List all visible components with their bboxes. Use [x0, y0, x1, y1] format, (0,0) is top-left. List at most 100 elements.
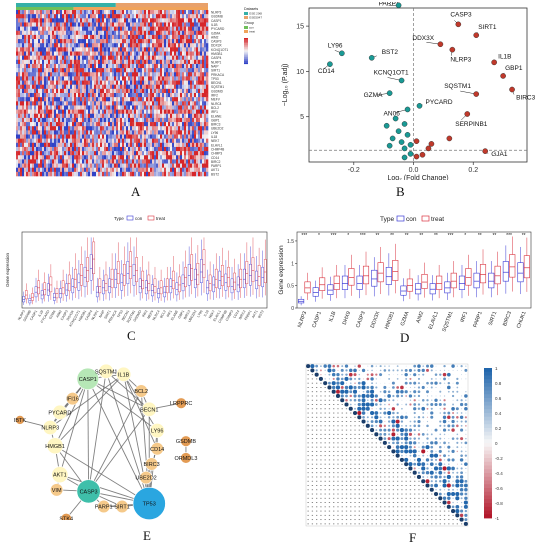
heatmap-cell: [48, 63, 51, 69]
correlation-circle: [367, 369, 369, 372]
correlation-circle: [404, 390, 408, 394]
correlation-value: [324, 404, 326, 405]
heatmap-cell: [62, 101, 65, 106]
heatmap-cell: [60, 80, 63, 85]
correlation-circle: [396, 378, 399, 380]
heatmap-cell: [202, 138, 205, 144]
heatmap-cell: [202, 113, 205, 119]
heatmap-cell: [160, 10, 163, 15]
heatmap-cell: [132, 63, 135, 69]
heatmap-cell: [36, 159, 39, 164]
heatmap-cell: [68, 146, 71, 152]
heatmap-cell: [134, 18, 137, 23]
heatmap-cell: [194, 155, 197, 160]
heatmap-cell: [72, 26, 75, 32]
heatmap-cell: [194, 101, 197, 106]
network-edge: [87, 378, 158, 431]
heatmap-cell: [94, 97, 97, 102]
x-tick-label: HMGB1: [78, 309, 88, 322]
heatmap-cell: [44, 159, 47, 164]
heatmap-cell: [94, 146, 97, 152]
legend-entry: con: [249, 26, 254, 30]
heatmap-cell: [42, 43, 45, 48]
box: [187, 264, 191, 286]
heatmap-cell: [70, 10, 73, 15]
heatmap-cell: [148, 26, 151, 32]
heatmap-cell: [162, 167, 165, 173]
heatmap-cell: [20, 105, 23, 110]
heatmap-cell: [170, 22, 173, 27]
heatmap-cell: [24, 97, 27, 102]
heatmap-cell: [44, 10, 47, 15]
box: [190, 254, 194, 281]
heatmap-cell: [60, 72, 63, 77]
heatmap-cell: [28, 163, 31, 168]
heatmap-cell: [92, 93, 95, 98]
heatmap-cell: [198, 159, 201, 164]
heatmap-cell: [166, 159, 169, 164]
correlation-circle: [417, 368, 421, 372]
box: [74, 268, 77, 289]
heatmap-cell: [184, 93, 187, 98]
heatmap-cell: [40, 171, 43, 177]
heatmap-cell: [24, 142, 27, 148]
heatmap-cell: [138, 88, 141, 94]
heatmap-cell: [96, 10, 99, 15]
heatmap-cell: [178, 39, 181, 44]
correlation-circle: [417, 377, 421, 380]
heatmap-cell: [20, 113, 23, 119]
heatmap-cell: [200, 68, 203, 73]
heatmap-cell: [112, 84, 115, 90]
heatmap-cell: [122, 93, 125, 98]
heatmap-cell: [60, 146, 63, 152]
heatmap-cell: [110, 113, 113, 119]
heatmap-cell: [128, 18, 131, 23]
heatmap-cell: [78, 109, 81, 115]
heatmap-cell: [80, 142, 83, 148]
heatmap-cell: [66, 138, 69, 144]
network-node: [139, 471, 153, 485]
heatmap-cell: [184, 39, 187, 44]
heatmap-cell: [112, 26, 115, 32]
heatmap-cell: [82, 59, 85, 65]
heatmap-cell: [34, 26, 37, 32]
heatmap-cell: [104, 138, 107, 144]
heatmap-cell: [162, 34, 165, 40]
correlation-value: [311, 378, 314, 380]
heatmap-cell: [62, 55, 65, 61]
heatmap-cell: [160, 43, 163, 48]
heatmap-cell: [194, 18, 197, 23]
heatmap-cell: [76, 63, 79, 69]
heatmap-cell: [40, 146, 43, 152]
heatmap-cell: [142, 26, 145, 32]
heatmap-cell: [16, 51, 19, 56]
heatmap-cell: [124, 138, 127, 144]
heatmap-cell: [182, 39, 185, 44]
heatmap-cell: [206, 155, 209, 160]
heatmap-cell: [158, 117, 161, 123]
heatmap-cell: [46, 93, 49, 98]
heatmap-cell: [170, 47, 173, 52]
heatmap-cell: [38, 155, 41, 160]
heatmap-cell: [50, 122, 53, 127]
heatmap-cell: [128, 101, 131, 106]
heatmap-cell: [156, 22, 159, 27]
heatmap-cell: [150, 105, 153, 110]
heatmap-cell: [204, 72, 207, 77]
heatmap-cell: [68, 105, 71, 110]
heatmap-cell: [160, 34, 163, 40]
heatmap-cell: [152, 163, 155, 168]
heatmap-cell: [194, 55, 197, 61]
box: [61, 280, 65, 295]
heatmap-cell: [72, 10, 75, 15]
heatmap-cell: [52, 59, 55, 65]
heatmap-cell: [142, 122, 145, 127]
heatmap-cell: [72, 142, 75, 148]
heatmap-cell: [20, 138, 23, 144]
heatmap-cell: [106, 142, 109, 148]
correlation-circle: [362, 390, 365, 393]
heatmap-cell: [62, 134, 65, 139]
heatmap-cell: [22, 10, 25, 15]
heatmap-cell: [86, 171, 89, 177]
heatmap-cell: [116, 155, 119, 160]
